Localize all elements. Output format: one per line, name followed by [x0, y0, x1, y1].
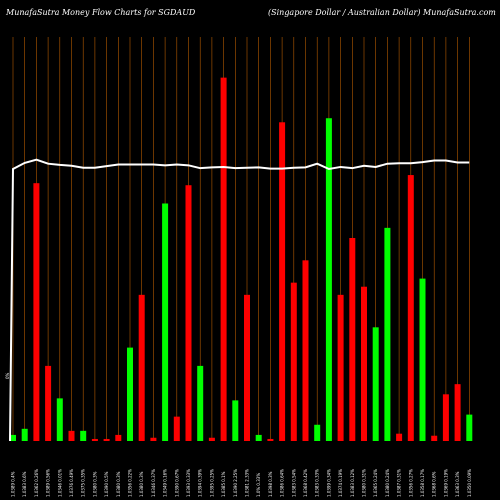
x-tick-label: 1.0380 0.3%	[116, 471, 121, 497]
x-tick-label: 1.0385 0.1%	[221, 471, 226, 497]
money-flow-bar	[80, 430, 87, 441]
x-tick-label: 1.0350 0.09%	[467, 469, 472, 497]
x-tick-label: 1.0390 0.5%	[104, 471, 109, 497]
money-flow-bar	[466, 414, 473, 441]
x-tick-label: 1.0358 0.17%	[420, 469, 425, 497]
x-tick-label: 1.0375 0.35%	[81, 469, 86, 497]
money-flow-bar	[150, 437, 157, 441]
x-tick-label: 1.0383 0.33%	[315, 469, 320, 497]
money-flow-bar	[267, 438, 274, 441]
x-tick-label: 1.0365 0.24%	[373, 469, 378, 497]
money-flow-bar	[162, 203, 169, 441]
x-tick-label: 1.0356 0.27%	[408, 469, 413, 497]
x-tick-label: 1.0380 0.3%	[92, 471, 97, 497]
money-flow-bar	[384, 227, 391, 441]
x-tick-label: 1.0389 0.4%	[11, 471, 16, 497]
x-tick-label: 1.0390 0.67%	[174, 469, 179, 497]
x-tick-label: 1.0394 0.39%	[198, 469, 203, 497]
money-flow-bar	[349, 238, 356, 441]
money-flow-bar	[208, 437, 215, 441]
money-flow-bar	[325, 118, 332, 441]
x-tick-label: 1.0374 0.19%	[338, 469, 343, 497]
money-flow-bar	[419, 278, 426, 441]
x-tick-label: 1.0356 0.22%	[128, 469, 133, 497]
x-tick-label: 1.0381 2.33%	[245, 469, 250, 497]
x-tick-label: 1.0390 2.25%	[233, 469, 238, 497]
money-flow-bar	[127, 347, 133, 441]
x-tick-label: 1.0368 0.6%	[432, 471, 437, 497]
money-flow-bar	[220, 77, 227, 441]
money-flow-bar	[255, 434, 262, 441]
x-tick-label: 1.0383 0.6%	[22, 471, 27, 497]
money-flow-bar	[396, 433, 403, 441]
money-flow-bar	[279, 122, 286, 441]
money-flow-bar	[45, 365, 52, 441]
money-flow-bar	[431, 435, 438, 441]
x-tick-label: 1.0% 0.33%	[256, 473, 261, 497]
money-flow-bar	[103, 438, 110, 441]
x-tick-label: 1.0376 0.49%	[69, 469, 74, 497]
chart-title: MunafaSutra Money Flow Charts for SGDAUD	[6, 8, 196, 17]
x-tick-label: 1.0383 0.12%	[350, 469, 355, 497]
money-flow-bar	[91, 438, 98, 441]
money-flow-bar	[442, 394, 449, 441]
x-tick-label: 1.0368 0.42%	[303, 469, 308, 497]
money-flow-bar	[173, 416, 180, 441]
money-flow-bar	[244, 294, 250, 441]
x-tick-label: 1.0380 0.24%	[385, 469, 390, 497]
x-tick-label: 1.0346 0.01%	[57, 469, 62, 497]
x-tick-label: 1.0369 0.19%	[443, 469, 448, 497]
money-flow-bar	[372, 327, 379, 441]
x-tick-label: 1.0380 0.31%	[362, 469, 367, 497]
money-flow-bar	[361, 286, 367, 441]
money-flow-bar	[21, 428, 28, 441]
money-flow-bar	[197, 365, 204, 441]
money-flow-bar	[232, 400, 239, 441]
x-tick-label: 1.0398 0.3%	[268, 471, 273, 497]
x-tick-label: 1.0386 0.64%	[280, 469, 285, 497]
money-flow-bar	[115, 434, 122, 441]
x-tick-label: 1.0393 0.33%	[186, 469, 191, 497]
price-line	[9, 158, 470, 442]
money-flow-bar	[56, 398, 63, 441]
x-tick-label: 1.0363 0.3%	[455, 471, 460, 497]
x-tick-label: 1.0395 0.25%	[209, 469, 214, 497]
x-tick-label: 1.0349 0.16%	[163, 469, 168, 497]
chart-subtitle: (Singapore Dollar / Australian Dollar) M…	[268, 8, 496, 17]
money-flow-bar	[33, 183, 40, 441]
money-flow-bar	[337, 294, 344, 441]
money-flow-bar	[68, 430, 75, 441]
money-flow-bar	[407, 175, 414, 441]
money-flow-bar	[454, 384, 461, 441]
money-flow-bar	[138, 294, 145, 441]
money-flow-bar	[185, 185, 192, 441]
x-tick-label: 1.0389 0.56%	[46, 469, 51, 497]
money-flow-bar	[290, 282, 297, 441]
x-tick-label: 1.0383 0.54%	[291, 469, 296, 497]
x-tick-label: 1.0387 0.31%	[397, 469, 402, 497]
money-flow-bar	[314, 424, 321, 441]
axis-start-label: 0%	[5, 372, 10, 379]
x-tick-label: 1.0380 0.3%	[139, 471, 144, 497]
money-flow-bar	[10, 434, 16, 441]
money-flow-bar	[302, 260, 309, 441]
x-tick-label: 1.0399 0.34%	[326, 469, 331, 497]
x-tick-label: 1.0362 0.26%	[34, 469, 39, 497]
x-tick-label: 1.0346 0.37%	[151, 469, 156, 497]
